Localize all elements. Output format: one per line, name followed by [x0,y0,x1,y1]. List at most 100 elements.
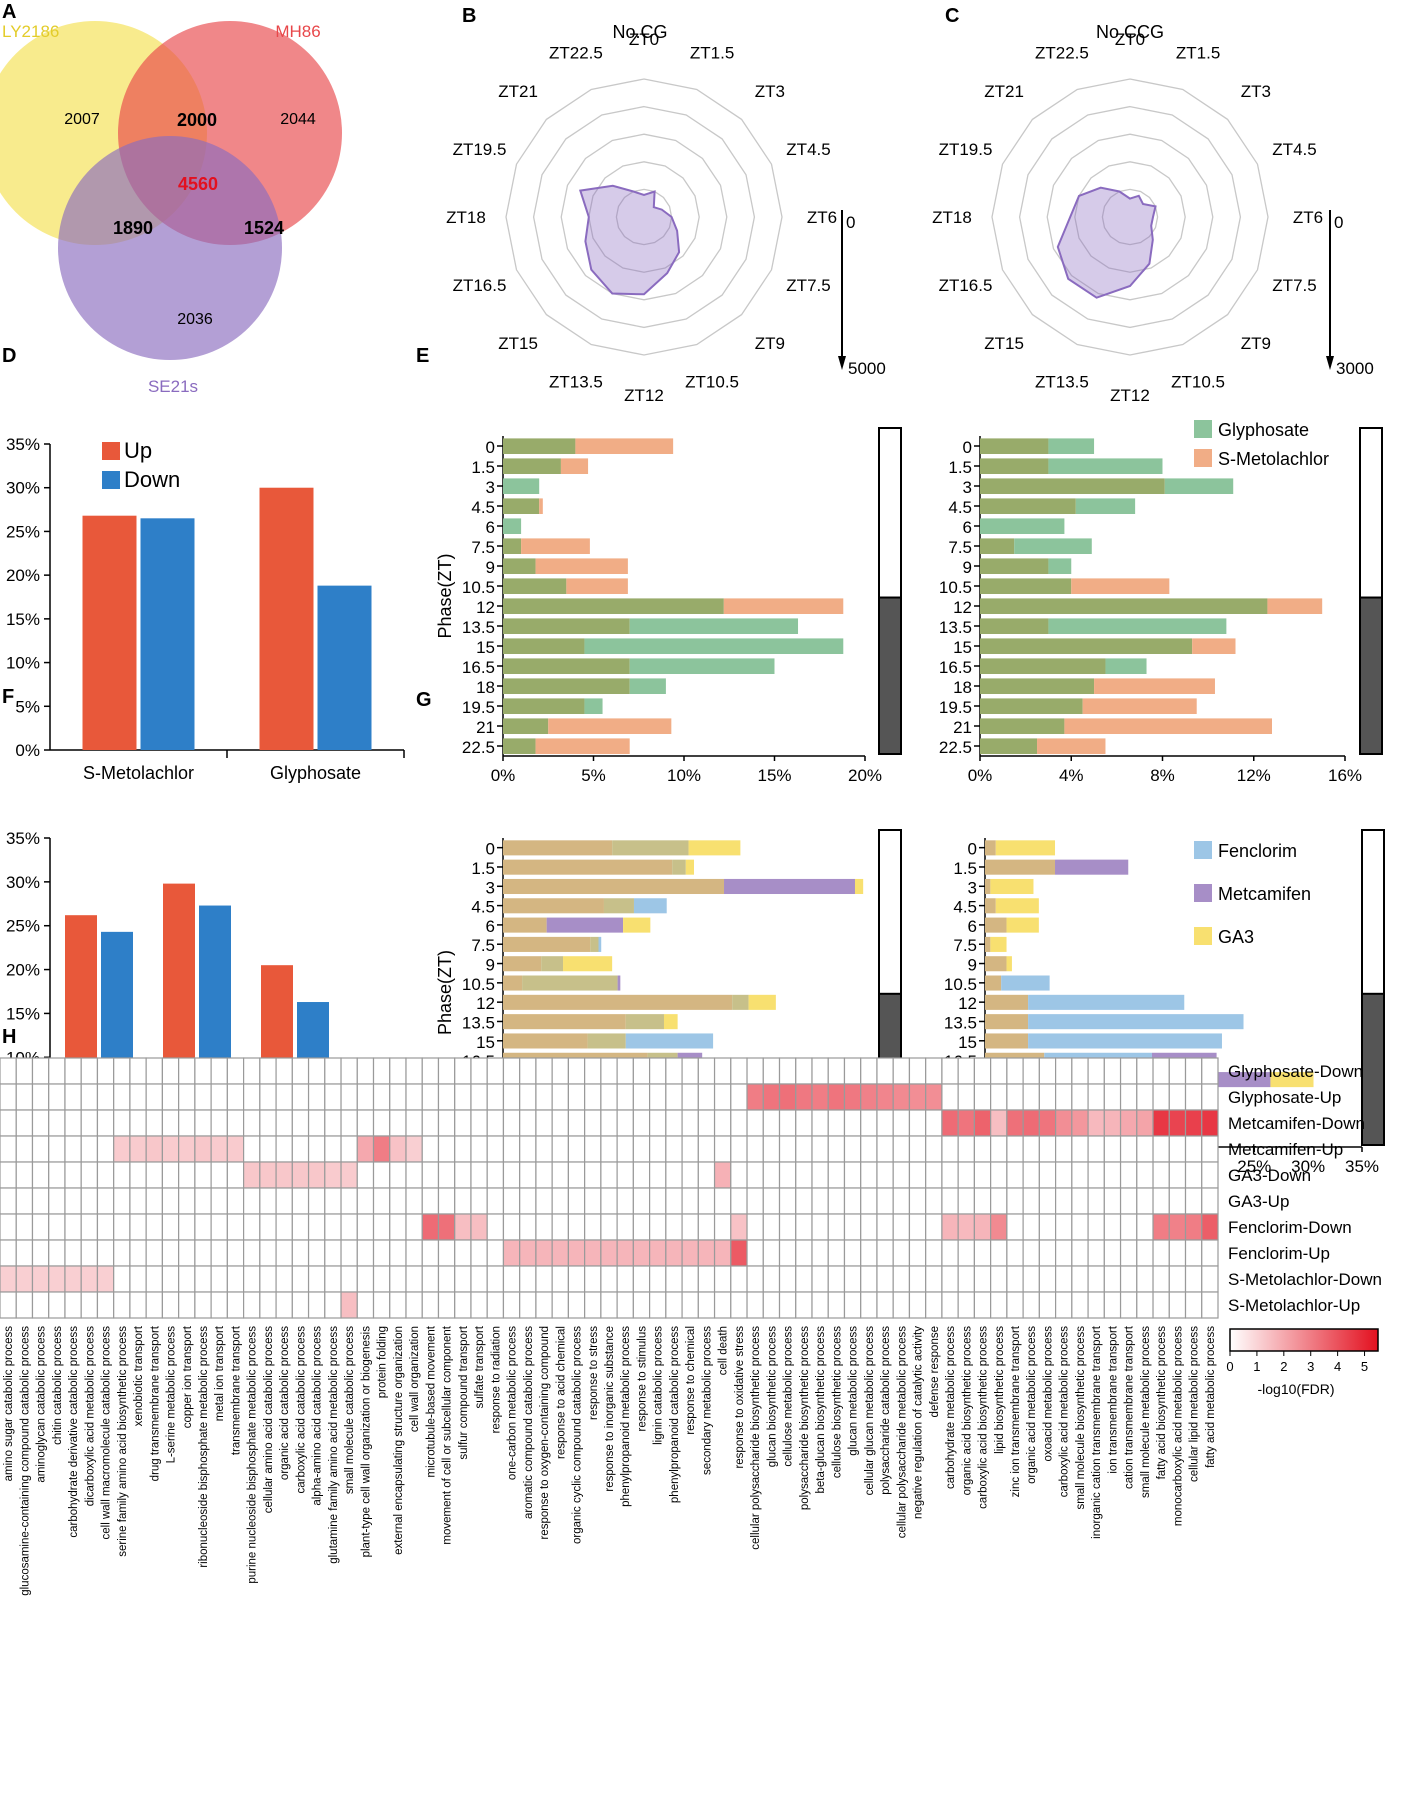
legend-label: Down [124,467,180,492]
heatmap-cell [957,1291,975,1319]
heatmap-cell [730,1213,748,1241]
heatmap-cell [762,1135,781,1163]
heatmap-cell [31,1057,50,1085]
heatmap-cell [372,1239,391,1267]
heatmap-cell [437,1291,456,1319]
hbar-segment-overlap [503,598,724,614]
hbar-segment-overlap [980,458,1049,474]
heatmap-cell [730,1239,748,1267]
heatmap-cell [535,1057,553,1085]
heatmap-cell [31,1161,50,1189]
heatmap-cell [1184,1057,1203,1085]
heatmap-cell [389,1083,407,1111]
y-tick-label: 0 [486,840,495,859]
heatmap-cell [1201,1057,1219,1085]
heatmap-cell [243,1291,261,1319]
hbar-segment-overlap [980,738,1038,754]
side-bar-fill [1361,992,1385,1146]
heatmap-cell [1201,1291,1219,1319]
heatmap-cell [551,1187,569,1215]
heatmap-cell [519,1239,537,1267]
x-tick-label: 10% [667,766,701,785]
heatmap-cell [1087,1213,1105,1241]
heatmap-cell [1201,1213,1219,1241]
heatmap-cell [1168,1265,1187,1293]
heatmap-cell [470,1213,488,1241]
heatmap-cell [15,1057,34,1085]
heatmap-cell [1168,1083,1187,1111]
heatmap-cell [291,1291,310,1319]
heatmap-column-label: phenylpropanoid metabolic process [620,1326,632,1507]
y-tick-label: 4.5 [471,498,495,517]
heatmap-cell [1022,1213,1040,1241]
heatmap-cell [113,1239,131,1267]
heatmap-cell [145,1213,164,1241]
heatmap-cell [161,1161,180,1189]
heatmap-cell [1054,1187,1073,1215]
colorbar-tick-label: 0 [1226,1359,1233,1374]
hbar-segment-glyphosate [1048,618,1227,634]
heatmap-cell [616,1109,634,1137]
heatmap-cell [584,1239,602,1267]
heatmap-cell [632,1265,651,1293]
heatmap-cell [990,1083,1008,1111]
heatmap-column-label: plant-type cell wall organization or bio… [360,1326,372,1558]
heatmap-cell [778,1135,797,1163]
heatmap-cell [681,1161,699,1189]
heatmap-cell [730,1187,748,1215]
heatmap-cell [486,1265,505,1293]
heatmap-row-label: Metcamifen-Up [1228,1140,1343,1159]
heatmap-cell [113,1213,131,1241]
heatmap-cell [535,1187,553,1215]
heatmap-cell [486,1057,505,1085]
hbar-segment-s-metolachlor [1094,678,1215,694]
heatmap-cell [356,1213,375,1241]
heatmap-column-label: response to stimulus [637,1326,649,1432]
heatmap-cell [681,1057,699,1085]
heatmap-cell [454,1239,472,1267]
heatmap-cell [31,1083,50,1111]
heatmap-cell [145,1239,164,1267]
hbar-segment-fenclorim [633,898,667,914]
heatmap-cell [80,1161,99,1189]
hbar-segment-overlap [503,458,561,474]
y-tick-label: 1.5 [953,859,977,878]
heatmap-column-label: xenobiotic transport [133,1325,145,1426]
radar-axis-label: ZT13.5 [1035,373,1089,392]
heatmap-cell [973,1161,992,1189]
heatmap-cell [681,1083,699,1111]
radar-axis-label: ZT3 [755,82,785,101]
heatmap-cell [1152,1083,1170,1111]
heatmap-column-label: fatty acid biosynthetic process [1156,1326,1168,1480]
heatmap-cell [194,1291,212,1319]
heatmap-cell [356,1187,375,1215]
heatmap-cell [178,1135,196,1163]
hbar-segment-metcamifen [617,975,621,991]
hbar-segment-glyphosate [1075,498,1136,514]
heatmap-cell [908,1291,927,1319]
heatmap-cell [567,1109,586,1137]
radar-grid-ring [1046,133,1214,301]
heatmap-cell [762,1239,781,1267]
hbar-segment-overlap [503,498,540,514]
hbar-segment-overlap [503,956,542,972]
heatmap-cell [1136,1291,1154,1319]
heatmap-cell [551,1109,569,1137]
hbar-segment-fenclorim [1028,1033,1222,1049]
heatmap-row-label: Fenclorim-Down [1228,1218,1352,1237]
hbar-segment-glyphosate [1164,478,1234,494]
heatmap-cell [275,1083,293,1111]
y-tick-label: 20% [6,961,40,980]
heatmap-cell [259,1135,277,1163]
y-tick-label: 35% [6,829,40,848]
heatmap-cell [502,1239,521,1267]
hbar-segment-glyphosate [629,678,666,694]
heatmap-cell [129,1239,147,1267]
hbar-segment-s-metolachlor [723,598,844,614]
heatmap-cell [1006,1083,1024,1111]
heatmap-cell [519,1291,537,1319]
heatmap-cell [64,1291,82,1319]
heatmap-cell [925,1083,943,1111]
heatmap-column-label: carbohydrate derivative catabolic proces… [68,1326,80,1538]
heatmap-cell [291,1161,310,1189]
